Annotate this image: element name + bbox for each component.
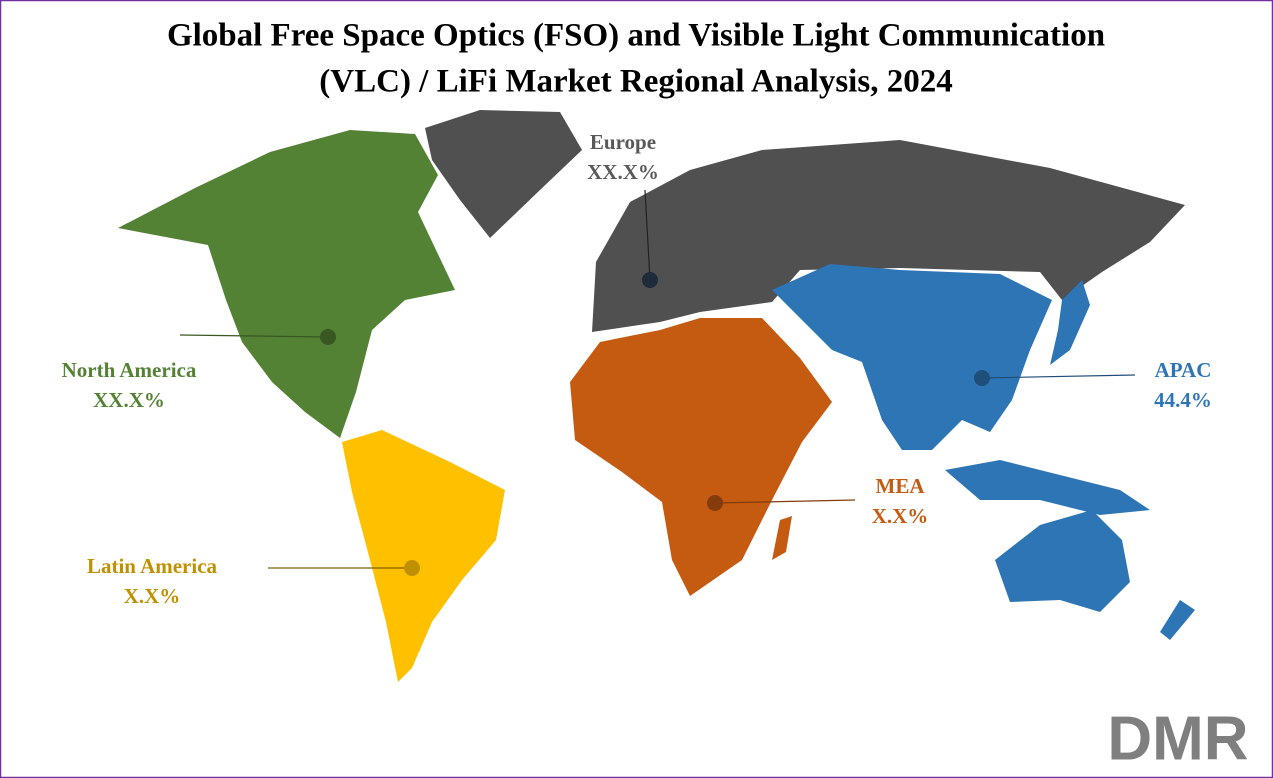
greenland [425,110,582,238]
region-dot [320,329,336,345]
leader-line [714,499,856,504]
title-line: Global Free Space Optics (FSO) and Visib… [167,18,1105,54]
leader-line [981,374,1136,379]
region-value: X.X% [124,584,181,608]
region-value: XX.X% [93,388,165,412]
region-dot [974,370,990,386]
europe-shape [592,140,1185,332]
north-america-shape [118,130,455,438]
southeast-asia [945,460,1150,515]
logo: DMR [1107,704,1248,773]
apac-shape [772,264,1052,450]
region-name: APAC [1155,358,1212,382]
title-line: (VLC) / LiFi Market Regional Analysis, 2… [319,64,952,100]
leader-line [644,189,651,281]
region-dot [404,560,420,576]
leaders [179,189,1136,576]
leader-line [179,334,329,338]
madagascar [772,516,792,560]
region-labels: North America XX.X% Latin America X.X% Europ… [62,130,1212,608]
australia [995,510,1130,612]
region-value: XX.X% [587,160,659,184]
region-name: MEA [876,474,926,498]
region-value: X.X% [872,504,929,528]
japan [1050,280,1090,365]
mea-shape [570,318,832,596]
latin-america-shape [342,430,505,682]
region-dot [642,272,658,288]
region-dot [707,495,723,511]
region-name: Latin America [87,554,218,578]
new-zealand [1160,600,1195,640]
world-map [118,110,1195,682]
region-name: North America [62,358,197,382]
region-name: Europe [590,130,656,154]
region-value: 44.4% [1154,388,1212,412]
